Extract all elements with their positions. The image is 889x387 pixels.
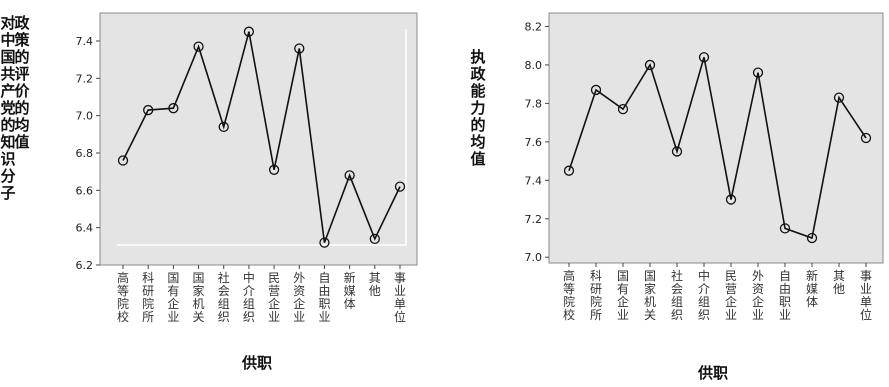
- x-tick-label: 中介组织: [243, 270, 255, 324]
- data-point: [806, 232, 818, 244]
- data-point: [590, 84, 602, 96]
- y-tick-label: 7.2: [76, 72, 94, 85]
- data-point: [833, 92, 845, 103]
- data-point: [117, 155, 129, 166]
- data-point: [369, 233, 380, 245]
- y-tick-label: 6.4: [76, 222, 94, 235]
- y-tick-label: 8.2: [525, 20, 543, 33]
- x-tick-label: 科研院所: [590, 269, 602, 322]
- y-tick-label: 8.0: [525, 59, 543, 72]
- x-tick-label: 高等院校: [563, 268, 575, 322]
- x-tick-label: 民营企业: [725, 269, 737, 322]
- inner-frame: [117, 29, 407, 246]
- data-point: [563, 165, 575, 176]
- y-tick-label: 7.8: [525, 97, 543, 110]
- y-tick-label: 7.0: [525, 251, 543, 264]
- x-tick-label: 社会组织: [218, 270, 230, 324]
- x-tick-label: 自由职业: [318, 271, 330, 324]
- y-tick-label: 6.8: [76, 147, 94, 160]
- data-point: [268, 164, 280, 175]
- x-axis-label: 供职: [697, 364, 728, 382]
- data-point: [344, 170, 355, 181]
- y-axis-label-line2: 对中国共产党的知识分子: [0, 14, 15, 202]
- x-tick-label: 高等院校: [117, 270, 129, 324]
- y-tick-label: 7.4: [525, 174, 543, 187]
- data-point: [243, 26, 255, 37]
- x-tick-label: 科研院所: [142, 271, 154, 324]
- x-tick-label: 国家机关: [193, 271, 205, 324]
- data-point: [394, 181, 406, 192]
- x-tick-label: 事业单位: [394, 271, 406, 324]
- data-point: [779, 223, 791, 234]
- y-axis-label-line1: 政策的评价的均值: [13, 14, 30, 151]
- data-point: [644, 59, 656, 71]
- y-tick-label: 6.2: [76, 259, 94, 272]
- y-tick-label: 7.4: [76, 35, 94, 48]
- data-point: [860, 132, 872, 144]
- data-point: [617, 104, 629, 115]
- data-point: [671, 146, 683, 157]
- x-tick-label: 国家机关: [644, 269, 656, 322]
- x-tick-label: 外资企业: [293, 271, 305, 324]
- x-tick-label: 民营企业: [268, 271, 280, 324]
- x-tick-label: 其他: [833, 269, 845, 296]
- y-axis-label: 执政能力的均值: [470, 48, 486, 168]
- x-tick-label: 新媒体: [806, 268, 818, 309]
- x-tick-label: 自由职业: [779, 269, 791, 322]
- x-tick-label: 其他: [369, 271, 381, 298]
- x-axis-label: 供职: [241, 354, 272, 372]
- data-point: [193, 41, 204, 52]
- chart-2: 7.0 7.2 7.4 7.6 7.8 8.0 8.2 高等院校 科研院所 国有企业 国家机关 社会组…: [470, 12, 884, 382]
- x-tick-label: 国有企业: [167, 271, 179, 324]
- data-point: [143, 104, 154, 116]
- x-tick-label: 事业单位: [860, 269, 872, 322]
- x-tick-label: 社会组织: [671, 268, 683, 322]
- data-point: [752, 67, 764, 78]
- y-tick-label: 6.6: [76, 184, 94, 197]
- series-line: [568, 57, 867, 240]
- x-tick-label: 中介组织: [698, 268, 710, 322]
- data-point: [218, 121, 229, 133]
- y-tick-label: 7.0: [76, 110, 94, 123]
- data-point: [168, 103, 179, 114]
- x-tick-label: 新媒体: [344, 270, 356, 311]
- plot-area: [548, 12, 884, 264]
- x-tick-label: 国有企业: [617, 269, 629, 322]
- data-point: [319, 237, 330, 248]
- y-tick-label: 7.2: [525, 213, 543, 226]
- data-point: [725, 194, 737, 205]
- chart-1: 6.2 6.4 6.6 6.8 7.0 7.2 7.4 高等院校 科研院所 国有企业 国家机关 社会组…: [0, 12, 418, 372]
- x-tick-label: 外资企业: [752, 269, 764, 322]
- y-tick-label: 7.6: [525, 136, 543, 149]
- plot-area: [99, 12, 418, 266]
- data-point: [294, 43, 305, 54]
- data-point: [698, 52, 710, 63]
